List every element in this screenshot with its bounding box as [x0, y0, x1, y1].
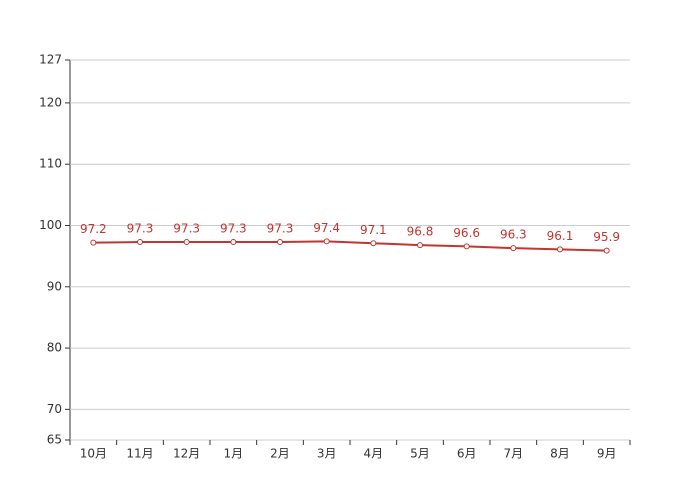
- point: [230, 239, 237, 246]
- point: [183, 239, 190, 246]
- point: [370, 240, 377, 247]
- x-tick-label: 8月: [550, 447, 570, 461]
- x-tick-label: 5月: [410, 447, 430, 461]
- x-tick-label: 9月: [597, 447, 617, 461]
- y-tick-label: 100: [39, 218, 62, 232]
- x-tick-label: 6月: [457, 447, 477, 461]
- x-tick-label: 3月: [317, 447, 337, 461]
- y-tick-label: 120: [39, 95, 62, 109]
- x-tick-label: 10月: [80, 447, 107, 461]
- value-label: 96.1: [547, 229, 574, 243]
- x-tick-label: 4月: [364, 447, 384, 461]
- point: [603, 247, 610, 254]
- value-label: 96.8: [407, 225, 434, 239]
- value-label: 96.6: [453, 226, 480, 240]
- value-label: 97.4: [313, 221, 340, 235]
- point: [417, 242, 423, 249]
- x-tick-label: 1月: [224, 447, 244, 461]
- y-tick-label: 110: [39, 157, 62, 171]
- point: [557, 246, 563, 253]
- value-label: 96.3: [500, 228, 527, 242]
- value-label: 97.1: [360, 223, 387, 237]
- point: [277, 239, 283, 246]
- x-tick-label: 7月: [504, 447, 524, 461]
- point: [137, 239, 143, 246]
- line: [93, 240, 607, 252]
- point: [463, 243, 470, 250]
- y-tick-label: 127: [39, 53, 62, 67]
- point: [90, 239, 97, 246]
- y-tick-label: 90: [47, 279, 62, 293]
- x-tick-label: 2月: [270, 447, 290, 461]
- point: [510, 245, 517, 252]
- x-tick-label: 12月: [173, 447, 200, 461]
- value-label: 97.3: [267, 222, 294, 236]
- value-label: 97.3: [127, 222, 154, 236]
- x-tick-label: 11月: [126, 447, 153, 461]
- y-tick-label: 80: [47, 341, 62, 355]
- value-label: 97.3: [173, 222, 200, 236]
- value-label: 97.2: [80, 222, 107, 236]
- value-label: 97.3: [220, 222, 247, 236]
- y-tick-label: 70: [47, 402, 62, 416]
- value-label: 95.9: [593, 230, 620, 244]
- y-tick-label: 65: [47, 433, 62, 447]
- point: [323, 238, 330, 245]
